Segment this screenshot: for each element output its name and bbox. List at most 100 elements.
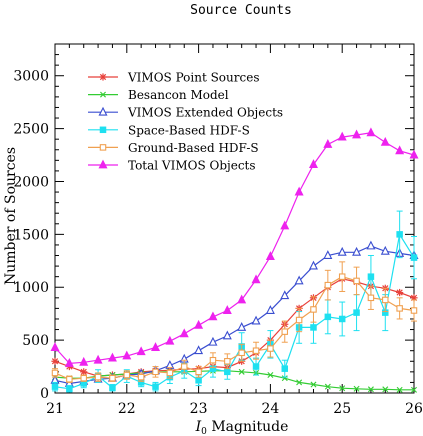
data-point (152, 368, 159, 376)
data-point (338, 315, 346, 323)
series-line (54, 245, 415, 385)
data-point (281, 365, 289, 372)
data-point (93, 354, 103, 364)
data-point (64, 357, 74, 367)
data-point (152, 383, 159, 390)
data-point (294, 186, 304, 196)
legend-label: Total VIMOS Objects (128, 159, 256, 173)
x-axis-label-var: I (195, 419, 202, 435)
series-total-vimos-objects (50, 127, 419, 367)
legend-label: Ground-Based HDF-S (128, 141, 259, 155)
data-point (165, 335, 175, 345)
x-stroke (353, 385, 360, 392)
series-vimos-point-sources (51, 275, 418, 380)
data-point (395, 145, 405, 155)
data-point (308, 260, 318, 270)
legend-entry: Ground-Based HDF-S (88, 141, 259, 155)
legend-entry: VIMOS Extended Objects (88, 106, 283, 120)
data-point (151, 342, 161, 351)
data-point (396, 305, 403, 312)
legend-swatch-marker (99, 126, 107, 134)
x-tick-label: 23 (190, 401, 208, 417)
data-point (123, 371, 131, 379)
data-point (80, 374, 87, 382)
y-tick-label: 1000 (13, 280, 49, 296)
data-point (251, 315, 261, 325)
data-point (310, 324, 317, 331)
data-point (66, 376, 73, 383)
data-point (366, 240, 376, 250)
data-point (224, 358, 231, 365)
data-point (194, 319, 204, 329)
data-point (294, 275, 304, 285)
data-point (267, 345, 274, 352)
data-point (194, 345, 204, 355)
data-point (308, 159, 318, 168)
star-stroke (99, 73, 107, 81)
data-point (195, 368, 202, 376)
data-point (380, 245, 390, 255)
data-point (367, 386, 374, 393)
x-tick-label: 22 (118, 401, 136, 417)
data-point (324, 383, 331, 390)
data-point (281, 328, 289, 335)
data-point (122, 350, 132, 360)
data-point (51, 383, 59, 390)
y-tick-label: 2500 (13, 122, 49, 138)
data-point (396, 288, 404, 297)
data-point (50, 342, 60, 351)
x-stroke (281, 375, 288, 382)
data-point (238, 368, 245, 375)
data-point (280, 220, 290, 230)
data-point (310, 381, 317, 388)
data-point (366, 127, 376, 137)
data-point (66, 385, 73, 393)
legend: VIMOS Point Sources Besancon Model VIMOS E… (88, 71, 283, 173)
legend-swatch-marker (98, 106, 108, 116)
y-tick-label: 0 (40, 386, 49, 402)
legend-swatch-marker (99, 73, 107, 81)
y-axis-label: Number of Sources (3, 147, 19, 285)
data-point (382, 296, 389, 304)
legend-label: VIMOS Point Sources (127, 71, 259, 85)
series-besancon-model (52, 367, 417, 393)
data-point (237, 294, 247, 304)
data-point (267, 372, 274, 379)
data-point (281, 375, 288, 382)
data-point (409, 149, 419, 159)
data-point (51, 369, 59, 377)
data-point (137, 373, 145, 381)
plot-frame (54, 43, 415, 394)
series-layer (50, 127, 419, 393)
data-point (353, 277, 360, 285)
data-point (195, 377, 202, 384)
legend-entry: Total VIMOS Objects (88, 159, 256, 173)
data-point (367, 294, 375, 302)
data-point (296, 379, 303, 386)
axes: 21 22 23 24 25 26 0 500 1000 1500 2000 2500 3000 (13, 43, 423, 417)
legend-entry: VIMOS Point Sources (88, 71, 259, 85)
data-point (324, 281, 332, 289)
legend-entry: Space-Based HDF-S (88, 123, 250, 137)
data-point (136, 346, 146, 356)
x-tick-label: 21 (46, 401, 64, 417)
star-stroke (80, 368, 87, 375)
series-ground-based-hdf-s (51, 261, 418, 383)
x-stroke (310, 381, 317, 388)
x-stroke (324, 383, 331, 390)
x-axis-label-rest: Magnitude (207, 419, 288, 435)
legend-label: Besancon Model (128, 88, 229, 102)
x-axis-label-sub: 0 (201, 427, 207, 436)
data-point (411, 386, 417, 393)
data-point (208, 311, 218, 321)
data-point (337, 246, 347, 256)
x-stroke (267, 372, 274, 379)
data-point (237, 322, 247, 331)
legend-swatch-marker (99, 144, 107, 151)
data-point (367, 273, 375, 280)
y-tick-label: 1500 (13, 227, 49, 243)
data-point (380, 136, 390, 146)
x-tick-label: 25 (333, 401, 351, 417)
